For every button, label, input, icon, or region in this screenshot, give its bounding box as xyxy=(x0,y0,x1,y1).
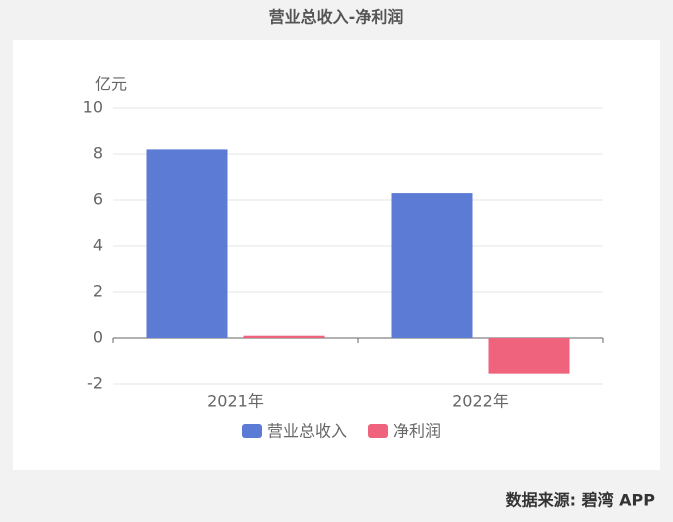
bar xyxy=(146,149,228,338)
bar xyxy=(488,338,570,374)
bar xyxy=(243,335,325,338)
chart-title: 营业总收入-净利润 xyxy=(269,8,404,27)
y-unit: 亿元 xyxy=(95,75,127,94)
y-tick-label: 6 xyxy=(93,190,103,209)
legend-swatch xyxy=(368,424,388,438)
source: 数据来源: 碧湾 APP xyxy=(506,491,656,510)
y-tick-label: 2 xyxy=(93,282,103,301)
y-tick-label: 10 xyxy=(83,98,103,117)
y-tick-label: 4 xyxy=(93,236,103,255)
y-tick-label: 0 xyxy=(93,328,103,347)
y-tick-label: 8 xyxy=(93,144,103,163)
legend-swatch xyxy=(242,424,262,438)
legend-label: 营业总收入 xyxy=(267,422,347,441)
x-tick-label: 2021年 xyxy=(207,392,264,411)
panel xyxy=(13,40,660,470)
legend-label: 净利润 xyxy=(393,422,441,441)
x-tick-label: 2022年 xyxy=(452,392,509,411)
y-tick-label: -2 xyxy=(87,374,103,393)
bar xyxy=(391,193,473,338)
